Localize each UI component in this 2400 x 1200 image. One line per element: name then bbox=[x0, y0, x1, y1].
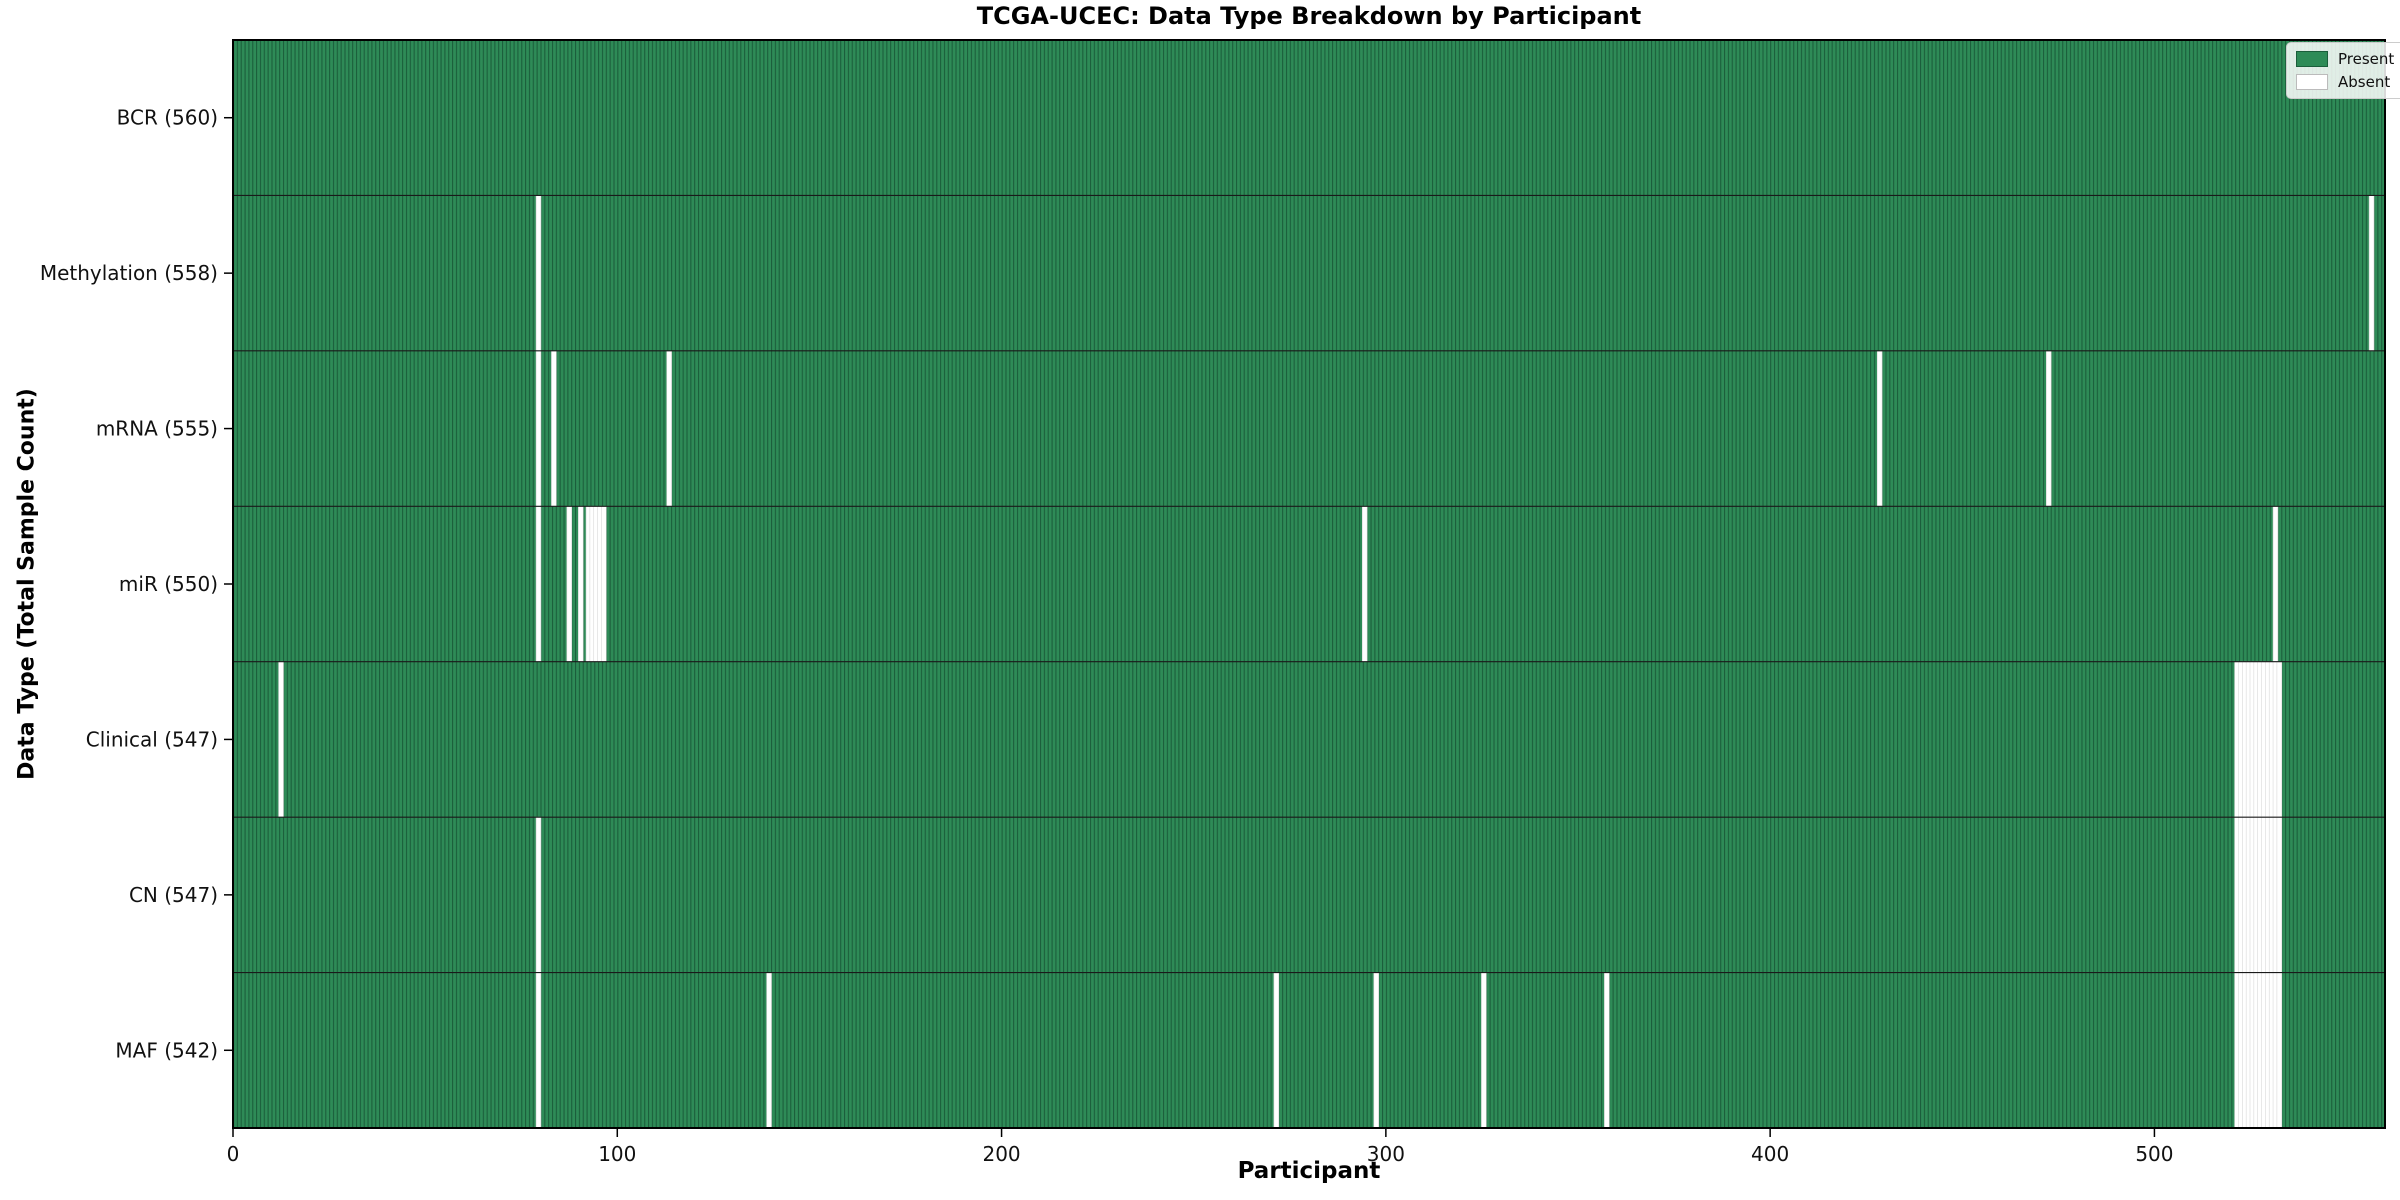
y-tick-label: Methylation (558) bbox=[40, 261, 218, 285]
legend-swatch-absent-icon bbox=[2296, 74, 2328, 90]
absent-bar bbox=[535, 816, 542, 973]
y-tick-label: miR (550) bbox=[119, 572, 218, 596]
legend-label-present: Present bbox=[2338, 50, 2395, 68]
absent-bar bbox=[2276, 972, 2283, 1129]
absent-bar bbox=[1373, 972, 1379, 1129]
y-tick-label: mRNA (555) bbox=[96, 417, 218, 441]
absent-bar bbox=[2368, 195, 2375, 352]
x-tick-label: 200 bbox=[982, 1142, 1020, 1166]
x-tick-label: 100 bbox=[598, 1142, 636, 1166]
legend-item-present: Present bbox=[2296, 50, 2394, 68]
absent-bar bbox=[601, 505, 607, 663]
absent-bar bbox=[535, 972, 542, 1129]
absent-bar bbox=[1362, 505, 1368, 663]
absent-bar bbox=[766, 972, 772, 1129]
x-tick-label: 300 bbox=[1367, 1142, 1405, 1166]
absent-bar bbox=[578, 505, 584, 663]
legend: Present Absent bbox=[2286, 42, 2400, 99]
absent-bar bbox=[551, 350, 557, 507]
absent-bar bbox=[2272, 505, 2279, 663]
absent-bar bbox=[1876, 350, 1883, 507]
legend-swatch-present-icon bbox=[2296, 51, 2328, 67]
x-tick-label: 500 bbox=[2135, 1142, 2173, 1166]
x-tick-label: 0 bbox=[227, 1142, 240, 1166]
absent-bar bbox=[566, 505, 572, 663]
legend-label-absent: Absent bbox=[2338, 73, 2391, 91]
absent-bar bbox=[666, 350, 672, 507]
y-tick-label: Clinical (547) bbox=[86, 727, 218, 751]
absent-bar bbox=[1273, 972, 1280, 1129]
y-tick-label: CN (547) bbox=[129, 883, 218, 907]
y-tick-label: BCR (560) bbox=[117, 106, 218, 130]
legend-item-absent: Absent bbox=[2296, 73, 2394, 91]
x-tick-label: 400 bbox=[1751, 1142, 1789, 1166]
absent-bar bbox=[535, 195, 542, 352]
absent-bar bbox=[278, 661, 284, 818]
x-axis-label: Participant bbox=[1237, 1158, 1381, 1184]
y-axis-label: Data Type (Total Sample Count) bbox=[14, 388, 40, 780]
absent-bar bbox=[535, 505, 542, 663]
absent-bar bbox=[2276, 816, 2283, 973]
absent-bar bbox=[1604, 972, 1610, 1129]
absent-bar bbox=[1481, 972, 1487, 1129]
absent-bar bbox=[535, 350, 542, 507]
y-tick-label: MAF (542) bbox=[115, 1038, 218, 1062]
chart-title: TCGA-UCEC: Data Type Breakdown by Partic… bbox=[976, 2, 1642, 30]
absent-bar bbox=[2046, 350, 2052, 507]
absent-bar bbox=[2276, 661, 2283, 818]
